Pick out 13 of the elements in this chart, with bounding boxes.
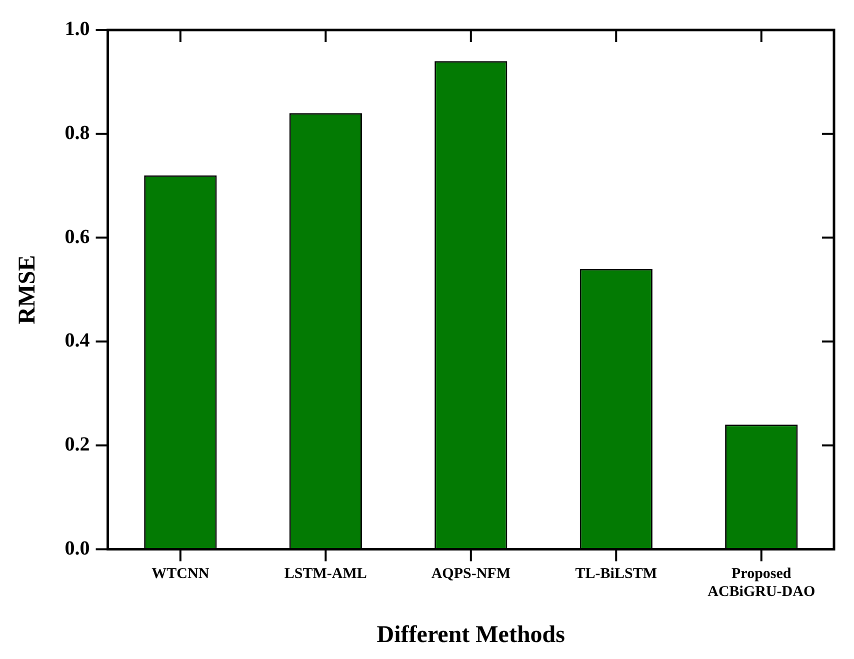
y-tick-label: 0.6 — [64, 226, 90, 248]
y-tick-label: 0.8 — [64, 122, 90, 144]
y-tick-label: 0.2 — [64, 434, 90, 456]
y-axis-title: RMSE — [14, 254, 41, 324]
x-tick-label: LSTM-AML — [284, 566, 367, 582]
x-tick-label: TL-BiLSTM — [575, 566, 657, 582]
x-tick-label: WTCNN — [152, 566, 210, 582]
y-tick-label: 1.0 — [64, 18, 90, 40]
x-tick-label: AQPS-NFM — [431, 566, 510, 582]
x-axis-title: Different Methods — [376, 622, 565, 648]
y-tick-label: 0.4 — [64, 330, 90, 352]
x-tick-label: Proposed ACBiGRU-DAO — [708, 566, 816, 600]
y-tick-label: 0.0 — [64, 537, 90, 560]
